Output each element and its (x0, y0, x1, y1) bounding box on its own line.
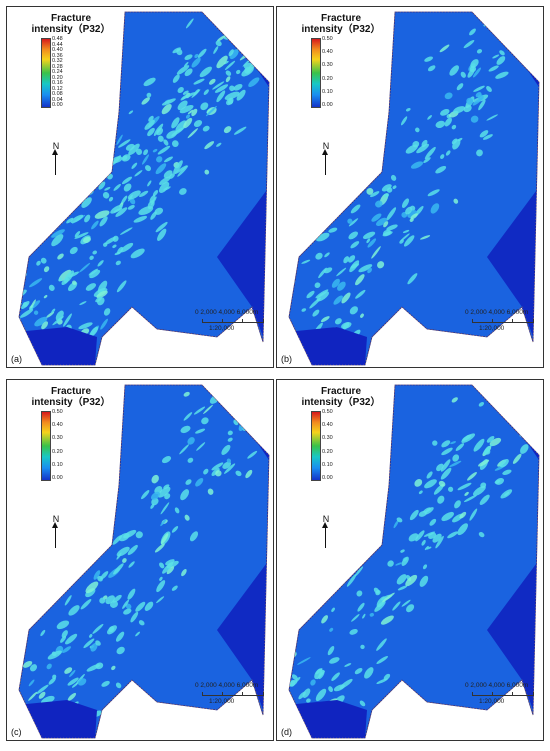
fracture-intensity-map (288, 11, 540, 366)
legend-color-bar (41, 38, 51, 108)
legend-tick-label: 0.48 (52, 36, 63, 42)
legend-tick-label: 0.40 (52, 422, 63, 429)
legend-tick-label: 0.40 (52, 47, 63, 53)
legend-ticks: 0.50 0.40 0.30 0.20 0.10 0.00 (322, 36, 362, 108)
fracture-intensity-map (288, 384, 540, 739)
color-legend: Fracture intensity（P32） 0.50 0.40 0.30 0.20… (31, 386, 111, 481)
fracture-intensity-map (18, 11, 270, 366)
legend-tick-label: 0.40 (322, 422, 333, 429)
legend-tick-label: 0.20 (52, 448, 63, 455)
legend-tick-label: 0.50 (322, 409, 333, 415)
legend-tick-label: 0.24 (52, 69, 63, 75)
legend-tick-label: 0.20 (322, 448, 333, 455)
legend-tick-label: 0.20 (322, 75, 333, 82)
scale-bar: 0 2,000 4,000 6,000m 1:20,000 (195, 309, 271, 337)
north-label: N (322, 514, 330, 524)
legend-tick-label: 0.50 (52, 409, 63, 415)
color-legend: Fracture intensity（P32） 0.50 0.40 0.30 0.20… (301, 13, 381, 108)
panel-label: (d) (281, 727, 292, 737)
legend-title: Fracture intensity（P32） (31, 386, 111, 408)
color-legend: Fracture intensity（P32） 0.50 0.40 0.30 0.20… (301, 386, 381, 481)
north-arrow: N (49, 514, 63, 550)
scale-line (202, 692, 264, 696)
legend-ticks: 0.50 0.40 0.30 0.20 0.10 0.00 (52, 409, 92, 481)
panel-label: (b) (281, 354, 292, 364)
legend-ticks: 0.50 0.40 0.30 0.20 0.10 0.00 (322, 409, 362, 481)
map-panel-a: Fracture intensity（P32） 0.48 0.44 0.40 0.36… (6, 6, 274, 368)
scale-line (472, 692, 534, 696)
scale-bar: 0 2,000 4,000 6,000m 1:20,000 (465, 309, 541, 337)
legend-tick-label: 0.30 (322, 435, 333, 442)
north-label: N (52, 141, 60, 151)
scale-numbers: 0 2,000 4,000 6,000m (195, 682, 259, 689)
legend-title-line1: Fracture (50, 13, 91, 24)
scale-numbers: 0 2,000 4,000 6,000m (465, 309, 529, 316)
map-panel-d: Fracture intensity（P32） 0.50 0.40 0.30 0.20… (276, 379, 544, 741)
legend-color-bar (311, 38, 321, 108)
scale-numbers: 0 2,000 4,000 6,000m (195, 309, 259, 316)
legend-tick-label: 0.00 (322, 102, 333, 108)
legend-tick-label: 0.04 (52, 96, 63, 103)
color-legend: Fracture intensity（P32） 0.48 0.44 0.40 0.36… (31, 13, 111, 108)
north-arrow-icon (322, 522, 328, 548)
north-label: N (52, 514, 60, 524)
scale-ratio: 1:20,000 (209, 698, 235, 705)
legend-title-line2: intensity（P32） (31, 397, 111, 408)
legend-title: Fracture intensity（P32） (301, 13, 381, 35)
scale-bar: 0 2,000 4,000 6,000m 1:20,000 (465, 682, 541, 710)
legend-title: Fracture intensity（P32） (31, 13, 111, 35)
north-arrow: N (319, 514, 333, 550)
fracture-intensity-map (18, 384, 270, 739)
legend-tick-label: 0.08 (52, 91, 63, 97)
scale-line (202, 319, 264, 323)
north-label: N (322, 141, 330, 151)
scale-ratio: 1:20,000 (209, 325, 235, 332)
legend-title: Fracture intensity（P32） (301, 386, 381, 408)
legend-tick-label: 0.00 (322, 475, 333, 481)
legend-tick-label: 0.00 (52, 102, 63, 108)
legend-title-line2: intensity（P32） (301, 24, 381, 35)
legend-tick-label: 0.12 (52, 85, 63, 92)
map-panel-b: Fracture intensity（P32） 0.50 0.40 0.30 0.20… (276, 6, 544, 368)
north-arrow-icon (52, 149, 58, 175)
legend-title-line2: intensity（P32） (31, 24, 111, 35)
legend-tick-label: 0.30 (52, 435, 63, 442)
legend-tick-label: 0.16 (52, 80, 63, 86)
scale-ratio: 1:20,000 (479, 698, 505, 705)
map-panel-c: Fracture intensity（P32） 0.50 0.40 0.30 0.20… (6, 379, 274, 741)
legend-title-line2: intensity（P32） (301, 397, 381, 408)
scale-numbers: 0 2,000 4,000 6,000m (465, 682, 529, 689)
legend-tick-label: 0.40 (322, 49, 333, 56)
north-arrow: N (319, 141, 333, 177)
scale-ratio: 1:20,000 (479, 325, 505, 332)
legend-tick-label: 0.30 (322, 62, 333, 69)
legend-title-line1: Fracture (320, 13, 361, 24)
panel-label: (c) (11, 727, 22, 737)
legend-title-line1: Fracture (320, 386, 361, 397)
panel-label: (a) (11, 354, 22, 364)
north-arrow-icon (322, 149, 328, 175)
legend-tick-label: 0.28 (52, 63, 63, 70)
north-arrow-icon (52, 522, 58, 548)
legend-color-bar (41, 411, 51, 481)
legend-tick-label: 0.10 (322, 88, 333, 95)
legend-tick-label: 0.20 (52, 74, 63, 81)
legend-tick-label: 0.10 (322, 461, 333, 468)
scale-bar: 0 2,000 4,000 6,000m 1:20,000 (195, 682, 271, 710)
legend-tick-label: 0.36 (52, 52, 63, 59)
scale-line (472, 319, 534, 323)
legend-tick-label: 0.44 (52, 41, 63, 48)
legend-tick-label: 0.00 (52, 475, 63, 481)
legend-tick-label: 0.50 (322, 36, 333, 42)
legend-color-bar (311, 411, 321, 481)
legend-tick-label: 0.10 (52, 461, 63, 468)
north-arrow: N (49, 141, 63, 177)
legend-title-line1: Fracture (50, 386, 91, 397)
legend-tick-label: 0.32 (52, 58, 63, 64)
legend-ticks: 0.48 0.44 0.40 0.36 0.32 0.28 0.24 0.20 0.16 0.12… (52, 36, 92, 108)
